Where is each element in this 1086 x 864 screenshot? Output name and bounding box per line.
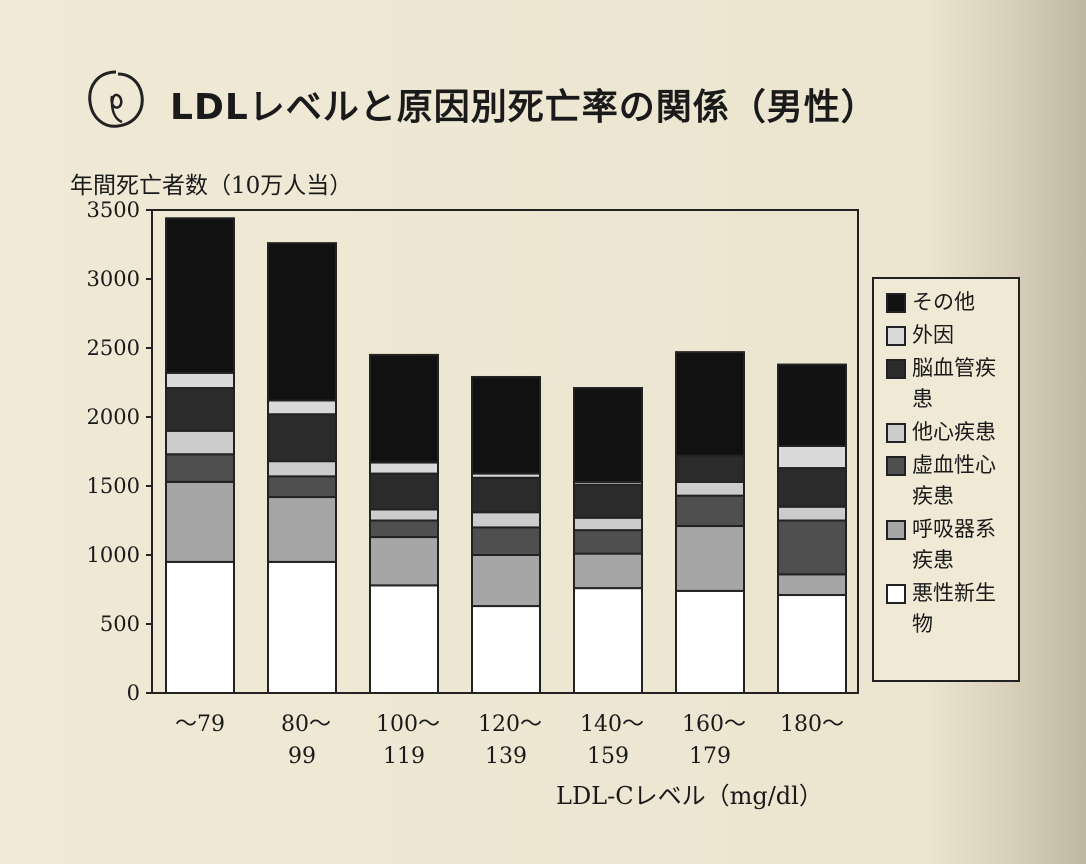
legend-item: その他 <box>886 287 1018 318</box>
legend-swatch <box>886 456 906 476</box>
legend-item: 悪性新生物 <box>886 578 1018 640</box>
legend-item: 他心疾患 <box>886 417 1018 448</box>
legend-label: 呼吸器系疾患 <box>912 517 996 572</box>
legend-label: 悪性新生物 <box>912 581 996 636</box>
bar-segment <box>369 508 439 522</box>
bar-segment <box>675 454 745 483</box>
bar-segment <box>369 584 439 694</box>
bar-segment <box>267 496 337 563</box>
bar-segment <box>165 429 235 456</box>
legend-item: 呼吸器系疾患 <box>886 514 1018 576</box>
x-tick-label: 139 <box>485 744 527 769</box>
bar-segment <box>165 453 235 483</box>
handwritten-circle-mark <box>88 70 144 128</box>
bar-segment <box>165 217 235 374</box>
legend-swatch <box>886 584 906 604</box>
legend-swatch <box>886 520 906 540</box>
y-tick-label: 3500 <box>87 198 140 222</box>
bar-segment <box>267 413 337 463</box>
bar-segment <box>267 460 337 478</box>
x-tick-label: 80～ <box>281 712 331 737</box>
chart-title: LDLレベルと原因別死亡率の関係（男性） <box>170 87 878 128</box>
legend-item: 外因 <box>886 320 1018 351</box>
bar-segment <box>573 516 643 532</box>
bar-segment <box>471 526 541 557</box>
bar-segment <box>777 363 847 447</box>
legend-swatch <box>886 293 906 313</box>
bar-segment <box>267 399 337 416</box>
bar-segment <box>573 587 643 694</box>
y-tick-label: 1500 <box>87 474 140 498</box>
bar-segment <box>573 483 643 519</box>
bar-segment <box>777 519 847 576</box>
bar-segment <box>165 387 235 432</box>
x-tick-label: 119 <box>383 744 425 769</box>
y-tick-label: 0 <box>127 681 140 705</box>
y-tick-label: 3000 <box>87 267 140 291</box>
bar-segment <box>369 519 439 539</box>
bar-segment <box>777 467 847 508</box>
bar-segment <box>573 387 643 483</box>
bar-segment <box>675 480 745 497</box>
bar-segment <box>369 472 439 511</box>
bar-segment <box>267 242 337 402</box>
legend-item: 虚血性心疾患 <box>886 450 1018 512</box>
bar-segment <box>267 475 337 499</box>
x-tick-label: 99 <box>288 744 316 769</box>
bar-segment <box>675 589 745 695</box>
bar-segment <box>777 573 847 597</box>
legend-label: 虚血性心疾患 <box>912 453 996 508</box>
x-tick-label: 180～ <box>780 712 844 737</box>
bar-segment <box>369 536 439 587</box>
y-tick-label: 2500 <box>87 336 140 360</box>
y-tick-label: 500 <box>100 612 140 636</box>
x-tick-label: 159 <box>587 744 629 769</box>
bar-segment <box>471 476 541 514</box>
x-axis-label: LDL-Cレベル（mg/dl） <box>556 782 823 810</box>
legend-swatch <box>886 326 906 346</box>
legend: その他外因脳血管疾患他心疾患虚血性心疾患 呼吸器系疾患 悪性新生物 <box>872 277 1020 682</box>
legend-label: その他 <box>912 290 975 314</box>
bar-segment <box>165 480 235 563</box>
x-tick-label: 179 <box>689 744 731 769</box>
bar-segment <box>675 494 745 528</box>
x-tick-label: 160～ <box>682 712 746 737</box>
x-tick-label: 120～ <box>478 712 542 737</box>
y-tick-label: 2000 <box>87 405 140 429</box>
bar-segment <box>777 444 847 470</box>
x-tick-label: ～79 <box>175 712 225 737</box>
bar-segment <box>471 375 541 475</box>
bar-segment <box>471 605 541 694</box>
legend-label: 他心疾患 <box>912 420 996 444</box>
bar-segment <box>777 594 847 695</box>
legend-swatch <box>886 359 906 379</box>
bar-segment <box>675 351 745 457</box>
bar-segment <box>471 554 541 608</box>
bar-segment <box>369 353 439 464</box>
legend-label: 脳血管疾患 <box>912 356 996 411</box>
y-tick-label: 1000 <box>87 543 140 567</box>
bar-segment <box>369 461 439 475</box>
bar-segment <box>471 511 541 529</box>
legend-swatch <box>886 423 906 443</box>
bar-segment <box>165 371 235 390</box>
bar-segment <box>573 552 643 590</box>
bar-segment <box>573 529 643 555</box>
bar-segment <box>777 505 847 522</box>
x-tick-label: 100～ <box>376 712 440 737</box>
legend-label: 外因 <box>912 323 954 347</box>
bar-segment <box>267 560 337 695</box>
x-tick-label: 140～ <box>580 712 644 737</box>
bar-segment <box>165 560 235 695</box>
legend-item: 脳血管疾患 <box>886 353 1018 415</box>
y-axis-label: 年間死亡者数（10万人当） <box>70 173 353 199</box>
bar-segment <box>675 525 745 592</box>
